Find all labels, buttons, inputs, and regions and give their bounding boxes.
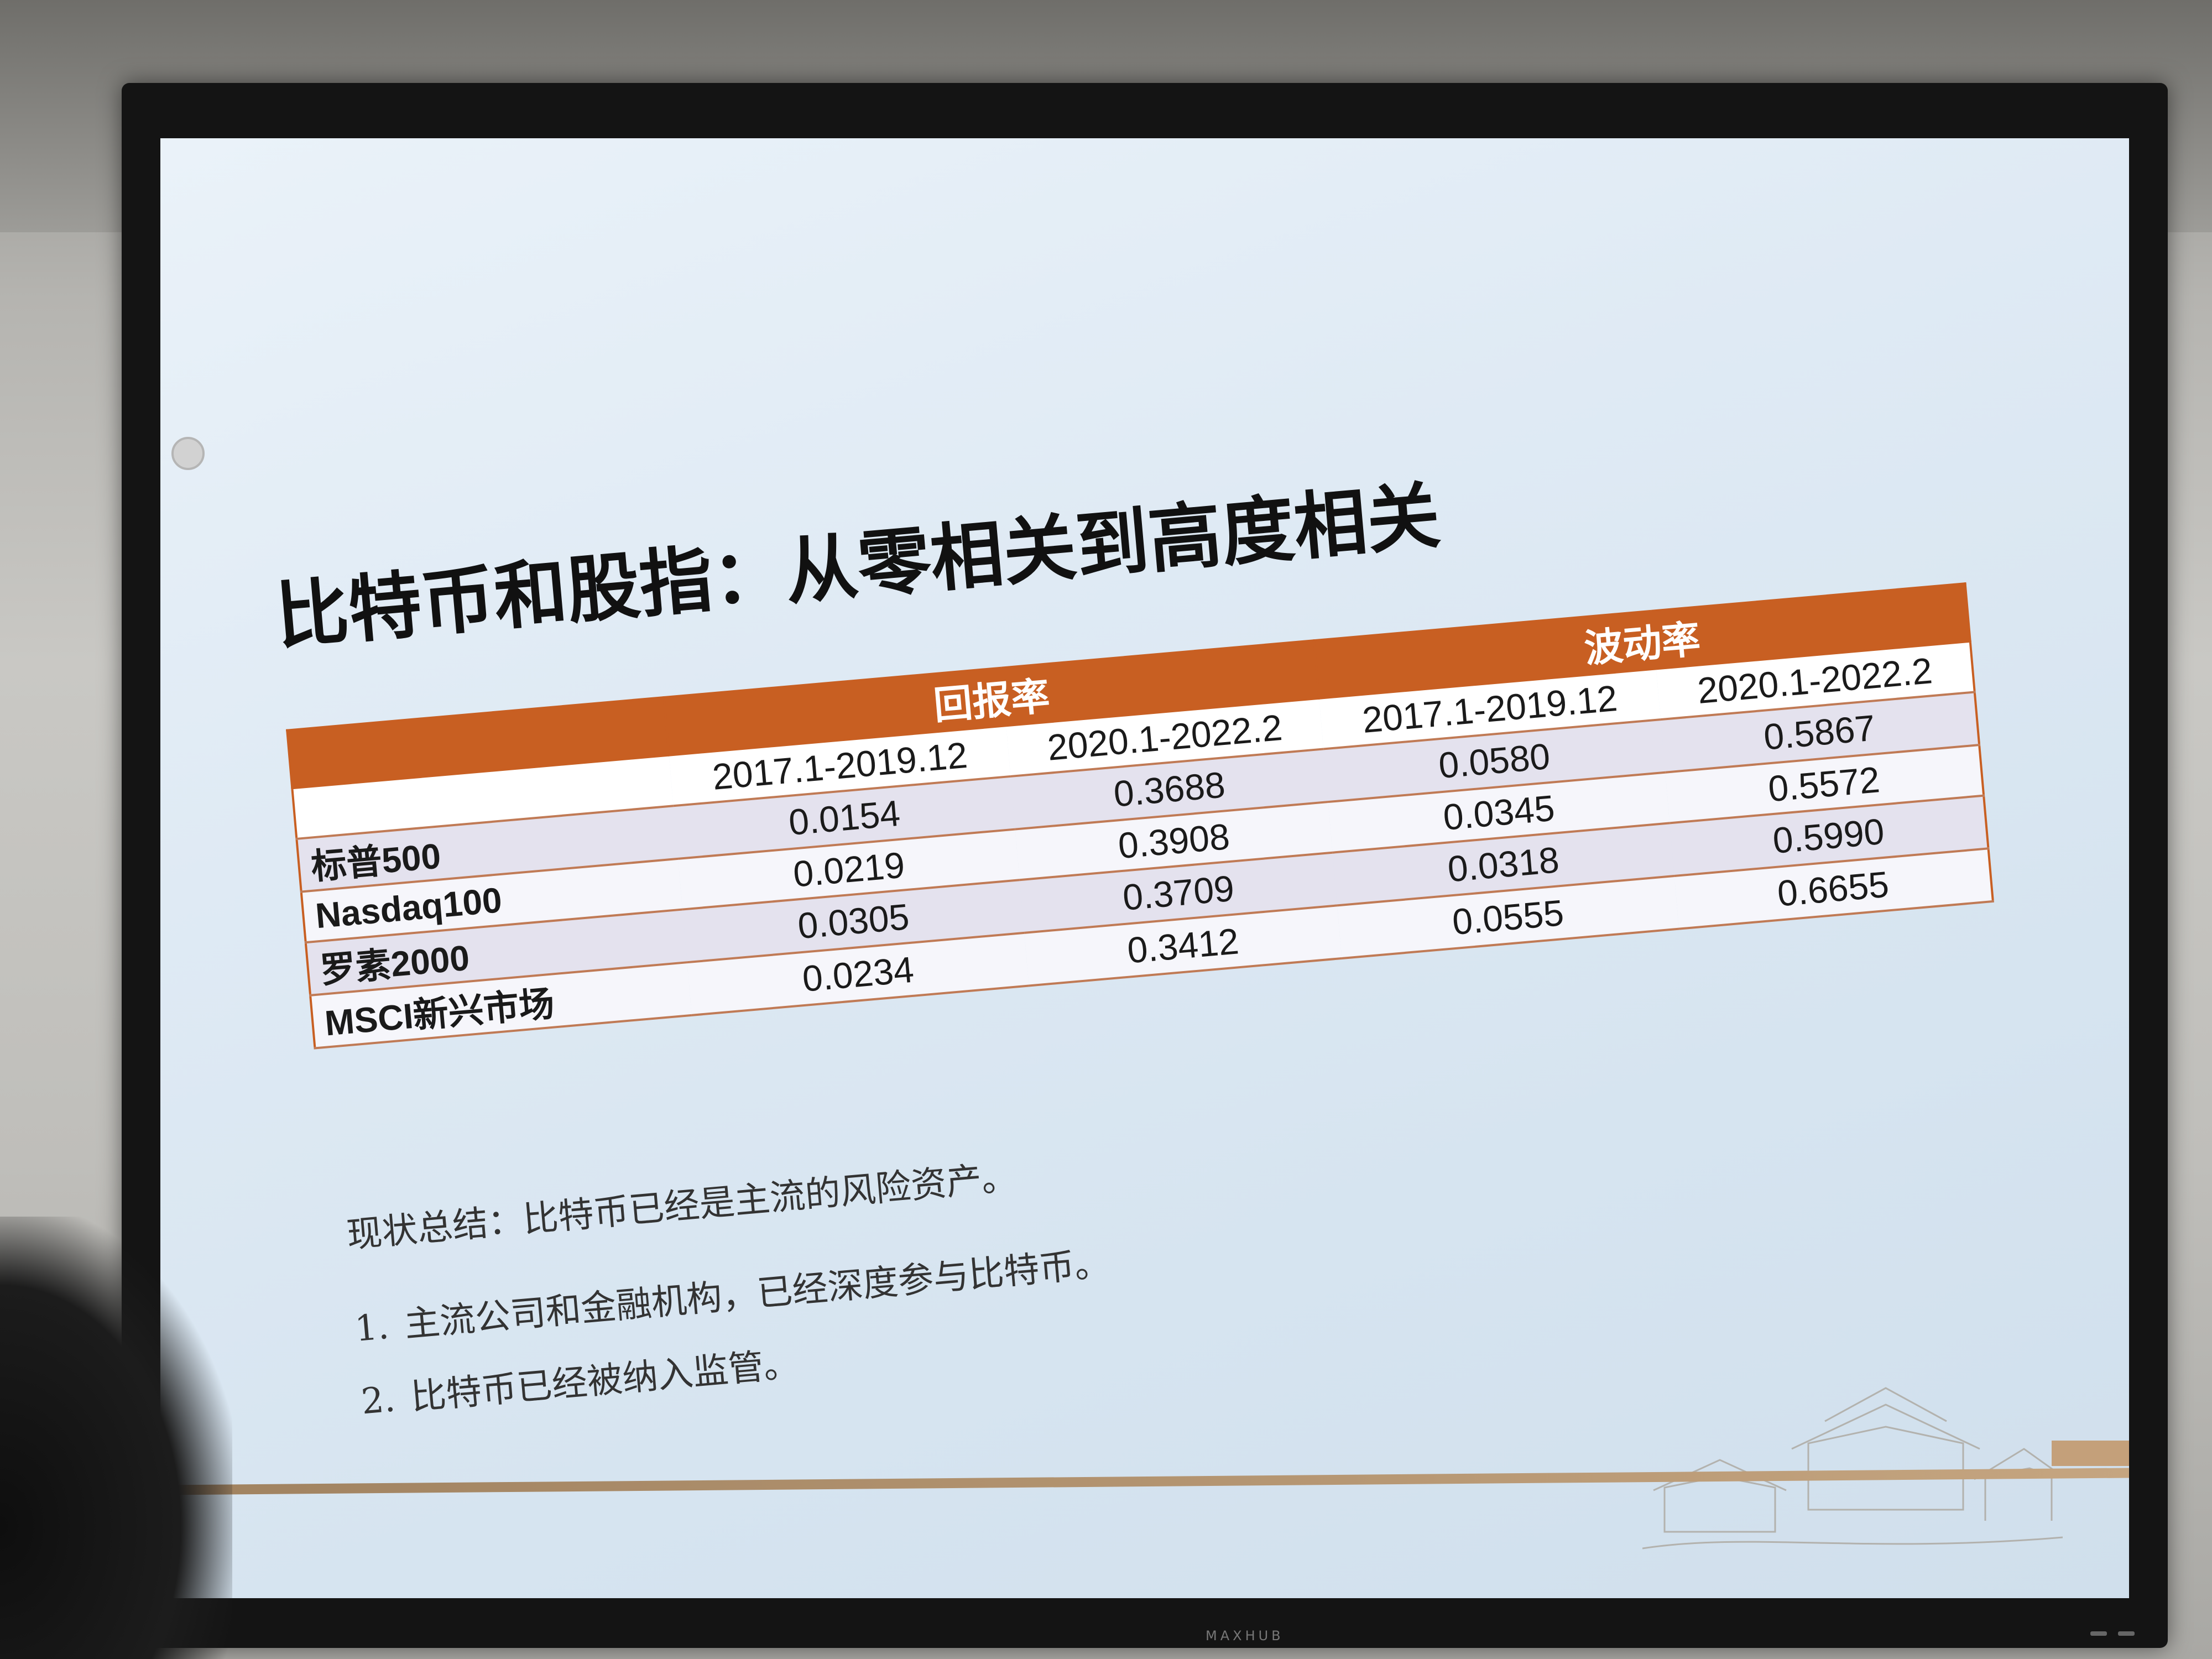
list-number: 1. bbox=[353, 1306, 391, 1350]
comparison-table: 回报率 波动率 2017.1-2019.12 2020.1-2022.2 201… bbox=[286, 582, 1995, 1050]
key-points-list: 1. 主流公司和金融机构，已经深度参与比特币。 2. 比特币已经被纳入监管。 bbox=[353, 1235, 1120, 1446]
brand-label: MAXHUB bbox=[1206, 1628, 1284, 1644]
footer-accent-block bbox=[2052, 1441, 2129, 1466]
audience-silhouette bbox=[0, 1217, 232, 1659]
indicator-light bbox=[2090, 1631, 2107, 1636]
presentation-screen: 比特币和股指：从零相关到高度相关 回报率 波动率 2017.1-2019.12 … bbox=[160, 138, 2129, 1598]
architecture-illustration bbox=[1642, 1387, 2063, 1550]
list-text: 比特币已经被纳入监管。 bbox=[409, 1343, 801, 1418]
indicator-light bbox=[2118, 1631, 2135, 1636]
slide-content: 比特币和股指：从零相关到高度相关 回报率 波动率 2017.1-2019.12 … bbox=[271, 411, 2018, 1422]
summary-text: 现状总结：比特币已经是主流的风险资产。 bbox=[345, 1156, 1019, 1256]
list-number: 2. bbox=[359, 1379, 397, 1423]
menu-icon[interactable] bbox=[171, 437, 205, 470]
slide-title: 比特币和股指：从零相关到高度相关 bbox=[272, 473, 1443, 660]
